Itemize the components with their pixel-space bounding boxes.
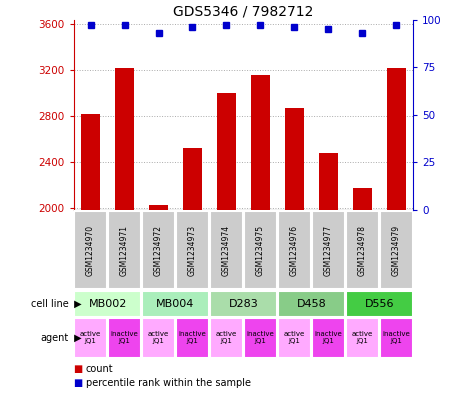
Bar [312,211,345,289]
Text: inactive
JQ1: inactive JQ1 [179,332,206,345]
Bar [108,211,141,289]
Bar [210,318,243,358]
Bar [176,318,209,358]
Text: inactive
JQ1: inactive JQ1 [382,332,410,345]
Bar [108,318,141,358]
Bar [74,211,107,289]
Bar [244,211,277,289]
Text: inactive
JQ1: inactive JQ1 [111,332,138,345]
Text: GSM1234970: GSM1234970 [86,224,95,275]
Text: count: count [86,364,113,374]
Text: GSM1234974: GSM1234974 [222,224,231,275]
Bar [142,291,209,317]
Text: MB002: MB002 [88,299,127,309]
Bar [210,211,243,289]
Bar [278,318,311,358]
Bar [149,206,168,210]
Text: ■: ■ [74,364,83,374]
Bar [319,152,338,210]
Bar [74,291,141,317]
Bar [278,291,345,317]
Bar [380,318,413,358]
Text: GSM1234975: GSM1234975 [256,224,265,275]
Bar [312,318,345,358]
Bar [142,318,175,358]
Bar [251,75,270,210]
Text: ■: ■ [74,378,83,388]
Text: active
JQ1: active JQ1 [352,332,373,345]
Text: percentile rank within the sample: percentile rank within the sample [86,378,250,388]
Bar [380,211,413,289]
Bar [210,291,277,317]
Bar [176,211,209,289]
Bar [142,211,175,289]
Text: inactive
JQ1: inactive JQ1 [314,332,342,345]
Bar [346,211,379,289]
Bar [285,108,304,210]
Bar [278,211,311,289]
Bar [74,318,107,358]
Text: ▶: ▶ [71,333,82,343]
Bar [217,93,236,210]
Bar [115,68,134,210]
Text: GSM1234972: GSM1234972 [154,224,163,275]
Text: agent: agent [41,333,69,343]
Bar [244,318,277,358]
Text: D556: D556 [364,299,394,309]
Text: D283: D283 [228,299,258,309]
Text: GSM1234973: GSM1234973 [188,224,197,275]
Text: active
JQ1: active JQ1 [80,332,101,345]
Text: active
JQ1: active JQ1 [216,332,237,345]
Text: active
JQ1: active JQ1 [284,332,305,345]
Text: ▶: ▶ [71,299,82,309]
Text: active
JQ1: active JQ1 [148,332,169,345]
Text: GSM1234979: GSM1234979 [392,224,401,275]
Bar [81,114,100,210]
Title: GDS5346 / 7982712: GDS5346 / 7982712 [173,4,314,18]
Text: D458: D458 [296,299,326,309]
Bar [346,291,413,317]
Text: cell line: cell line [31,299,69,309]
Text: GSM1234976: GSM1234976 [290,224,299,275]
Bar [346,318,379,358]
Bar [387,68,406,210]
Text: GSM1234977: GSM1234977 [324,224,333,275]
Bar [353,188,371,210]
Bar [183,148,202,210]
Text: inactive
JQ1: inactive JQ1 [247,332,274,345]
Text: GSM1234978: GSM1234978 [358,224,367,275]
Text: GSM1234971: GSM1234971 [120,224,129,275]
Text: MB004: MB004 [156,299,195,309]
